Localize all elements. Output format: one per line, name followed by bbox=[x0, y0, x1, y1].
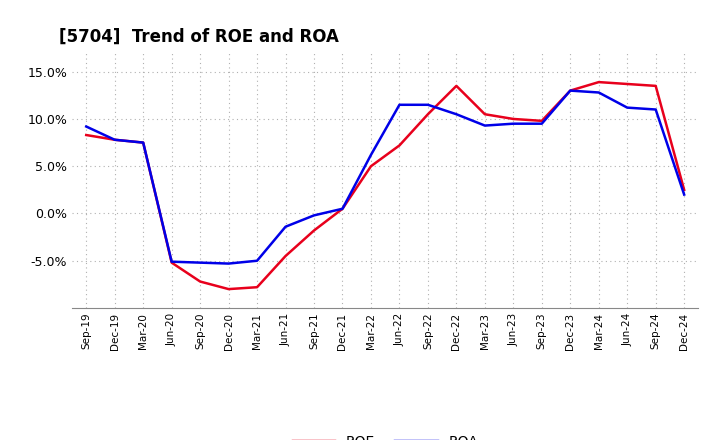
ROE bbox=[566, 88, 575, 93]
ROA bbox=[595, 90, 603, 95]
ROE bbox=[395, 143, 404, 148]
Line: ROE: ROE bbox=[86, 82, 684, 289]
ROE bbox=[310, 228, 318, 233]
ROA bbox=[167, 259, 176, 264]
ROA bbox=[338, 206, 347, 211]
ROA bbox=[452, 112, 461, 117]
ROE bbox=[652, 83, 660, 88]
ROE bbox=[423, 112, 432, 117]
Text: [5704]  Trend of ROE and ROA: [5704] Trend of ROE and ROA bbox=[60, 28, 339, 46]
ROE bbox=[480, 112, 489, 117]
ROE bbox=[253, 285, 261, 290]
ROA bbox=[225, 261, 233, 266]
ROE bbox=[110, 137, 119, 143]
ROE bbox=[82, 132, 91, 138]
ROA bbox=[566, 88, 575, 93]
ROE bbox=[537, 118, 546, 124]
ROA bbox=[537, 121, 546, 126]
ROE bbox=[366, 164, 375, 169]
ROA bbox=[480, 123, 489, 128]
ROE bbox=[452, 83, 461, 88]
ROA bbox=[282, 224, 290, 229]
ROA bbox=[652, 107, 660, 112]
ROA bbox=[82, 124, 91, 129]
ROE bbox=[623, 81, 631, 87]
Line: ROA: ROA bbox=[86, 91, 684, 264]
ROE bbox=[225, 286, 233, 292]
ROA bbox=[423, 102, 432, 107]
ROA bbox=[253, 258, 261, 264]
ROA bbox=[395, 102, 404, 107]
ROE bbox=[595, 80, 603, 85]
ROE bbox=[139, 140, 148, 145]
ROE bbox=[680, 187, 688, 192]
ROA bbox=[366, 152, 375, 158]
ROA bbox=[139, 140, 148, 145]
ROA bbox=[110, 137, 119, 143]
Legend: ROE, ROA: ROE, ROA bbox=[287, 429, 483, 440]
ROE bbox=[282, 253, 290, 259]
ROA bbox=[680, 192, 688, 197]
ROE bbox=[509, 116, 518, 121]
ROA bbox=[310, 213, 318, 218]
ROA bbox=[196, 260, 204, 265]
ROA bbox=[623, 105, 631, 110]
ROE bbox=[338, 206, 347, 211]
ROE bbox=[196, 279, 204, 284]
ROE bbox=[167, 260, 176, 265]
ROA bbox=[509, 121, 518, 126]
